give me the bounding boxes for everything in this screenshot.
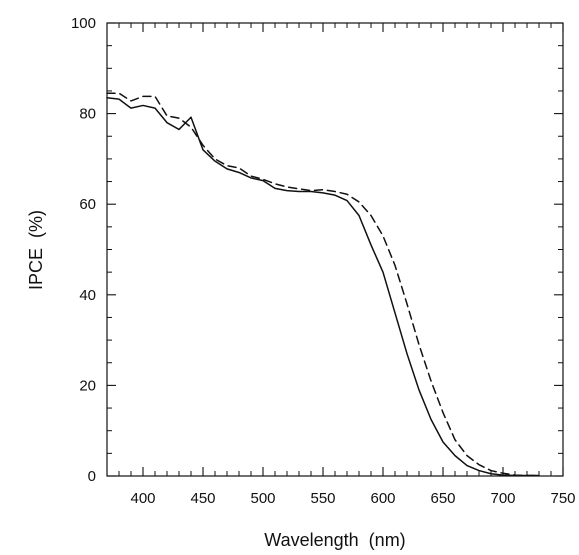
x-axis-title: Wavelength (nm) (264, 530, 405, 550)
y-tick-label: 0 (88, 468, 96, 485)
x-tick-label: 650 (430, 490, 455, 507)
series-layer (106, 92, 540, 477)
y-tick-label: 80 (79, 106, 96, 123)
y-tick-label: 100 (71, 15, 96, 32)
x-tick-label: 550 (310, 490, 335, 507)
y-tick-label: 20 (79, 377, 96, 394)
plot-frame (106, 22, 564, 477)
x-tick-label: 450 (190, 490, 215, 507)
y-axis-title: IPCE (%) (26, 210, 46, 290)
y-tick-label: 40 (79, 287, 96, 304)
x-tick-label: 700 (490, 490, 515, 507)
minor-ticks (106, 23, 563, 476)
y-tick-labels: 0 20 40 60 80 100 (71, 15, 96, 485)
y-tick-label: 60 (79, 196, 96, 213)
x-tick-labels: 400 450 500 550 600 650 700 750 (130, 490, 575, 507)
x-tick-label: 500 (250, 490, 275, 507)
major-ticks (107, 22, 564, 477)
x-tick-label: 600 (370, 490, 395, 507)
dashed-series-line (106, 92, 540, 477)
x-tick-label: 750 (550, 490, 575, 507)
solid-series-line (106, 97, 540, 477)
x-tick-label: 400 (130, 490, 155, 507)
